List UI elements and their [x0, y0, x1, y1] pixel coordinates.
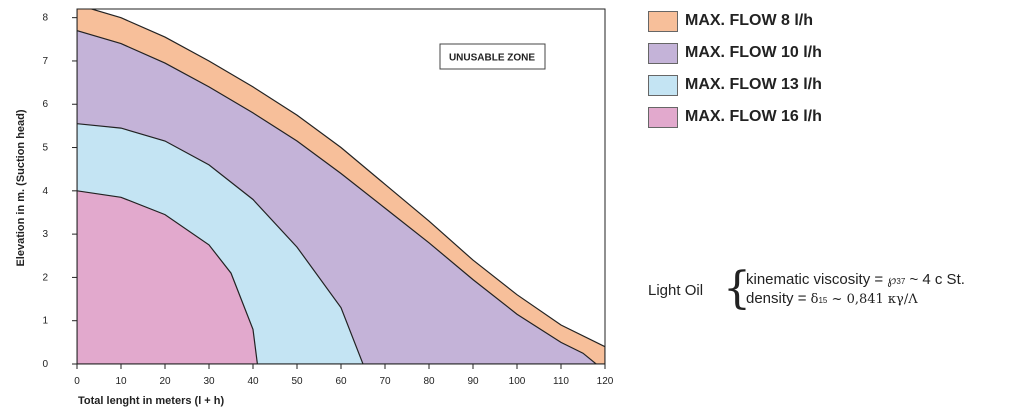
x-tick-label: 0 [74, 376, 80, 387]
flow-areas [77, 9, 605, 364]
legend-item: MAX. FLOW 8 l/h [648, 8, 822, 34]
legend-label: MAX. FLOW 8 l/h [685, 12, 813, 29]
y-tick-label: 5 [42, 143, 48, 154]
x-tick-label: 70 [379, 376, 391, 387]
x-tick-label: 100 [509, 376, 526, 387]
y-axis-label: Elevation in m. (Suction head) [15, 109, 27, 266]
density-subscript: 15 [818, 296, 828, 305]
x-tick-label: 90 [467, 376, 479, 387]
x-tick-label: 40 [247, 376, 259, 387]
y-tick-label: 6 [42, 99, 48, 110]
y-tick-label: 0 [42, 359, 48, 370]
x-tick-label: 20 [159, 376, 171, 387]
fluid-name: Light Oil [648, 282, 704, 299]
y-tick-label: 1 [42, 316, 48, 327]
legend-label: MAX. FLOW 13 l/h [685, 76, 822, 93]
x-tick-label: 50 [291, 376, 303, 387]
y-tick-label: 4 [42, 186, 48, 197]
legend-label: MAX. FLOW 16 l/h [685, 108, 822, 125]
x-axis-label: Total lenght in meters (l + h) [78, 395, 225, 407]
viscosity-value: ~ 4 c St. [909, 271, 965, 288]
unusable-zone-box [439, 43, 546, 70]
density-line: density = δ15 ~ 0,841 κγ/Λ [746, 290, 918, 307]
viscosity-text: kinematic viscosity = [746, 271, 884, 288]
legend-item: MAX. FLOW 16 l/h [648, 104, 822, 130]
y-tick-label: 8 [42, 13, 48, 24]
flow-area-4 [77, 190, 259, 364]
x-tick-label: 10 [115, 376, 127, 387]
x-tick-label: 30 [203, 376, 215, 387]
legend-swatch [648, 106, 678, 128]
legend-swatch [648, 42, 678, 64]
unusable-zone-label: UNUSABLE ZONE [449, 53, 535, 64]
x-tick-label: 80 [423, 376, 435, 387]
legend-swatch [648, 74, 678, 96]
x-tick-label: 120 [597, 376, 614, 387]
y-tick-label: 7 [42, 56, 48, 67]
x-ticks: 0 10 20 30 40 50 60 70 80 90 100 110 120 [74, 364, 614, 387]
x-tick-label: 110 [553, 376, 569, 387]
density-text: density = [746, 290, 807, 307]
viscosity-subscript: 37 [896, 277, 906, 286]
y-tick-label: 3 [42, 229, 48, 240]
legend-item: MAX. FLOW 10 l/h [648, 40, 822, 66]
legend-label: MAX. FLOW 10 l/h [685, 44, 822, 61]
viscosity-symbol: ℘ [887, 273, 897, 288]
density-value: ~ 0,841 κγ/Λ [831, 292, 918, 307]
legend-swatch [648, 10, 678, 32]
viscosity-line: kinematic viscosity = ℘37 ~ 4 c St. [746, 271, 965, 288]
legend: MAX. FLOW 8 l/h MAX. FLOW 10 l/h MAX. FL… [648, 8, 822, 136]
y-tick-label: 2 [42, 272, 48, 283]
legend-item: MAX. FLOW 13 l/h [648, 72, 822, 98]
density-symbol: δ [810, 292, 819, 307]
y-ticks: 0 1 2 3 4 5 6 7 8 [42, 13, 77, 370]
brace-icon: { [723, 263, 751, 314]
x-tick-label: 60 [335, 376, 347, 387]
